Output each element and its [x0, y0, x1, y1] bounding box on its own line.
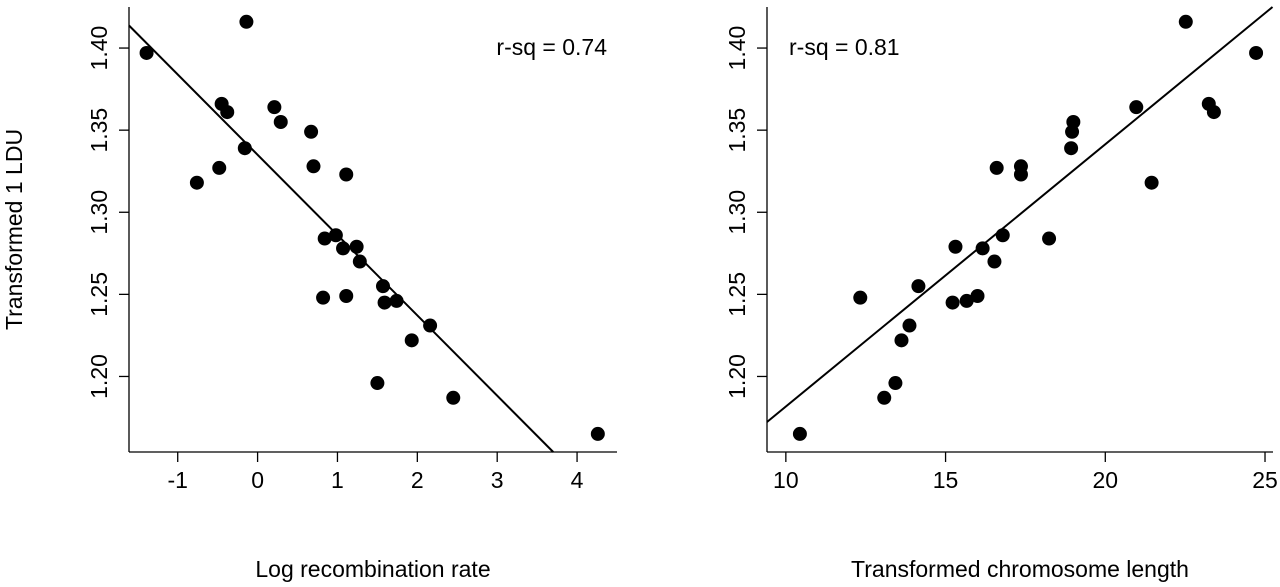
x-tick-label: 4	[571, 467, 584, 493]
point	[888, 376, 903, 391]
point	[239, 14, 254, 29]
y-tick-label: 1.40	[724, 26, 750, 71]
point	[1013, 167, 1028, 182]
point	[377, 295, 392, 310]
point	[1042, 231, 1057, 246]
point	[423, 318, 438, 333]
y-tick-label: 1.35	[86, 108, 112, 153]
point	[189, 175, 204, 190]
point	[339, 289, 354, 304]
point	[1129, 100, 1144, 115]
point	[1178, 14, 1193, 29]
point	[853, 290, 868, 305]
y-tick-label: 1.40	[86, 26, 112, 71]
y-tick-label: 1.25	[724, 272, 750, 317]
point	[267, 100, 282, 115]
point	[987, 254, 1002, 269]
y-tick-label: 1.30	[724, 190, 750, 235]
point	[894, 333, 909, 348]
point	[316, 290, 331, 305]
point	[139, 45, 154, 60]
point	[989, 160, 1004, 175]
point	[220, 105, 235, 120]
point	[446, 390, 461, 405]
y-tick-label: 1.35	[724, 108, 750, 153]
y-tick-label: 1.30	[86, 190, 112, 235]
point	[317, 231, 332, 246]
point	[1206, 105, 1221, 120]
point	[404, 333, 419, 348]
x-tick-label: 1	[331, 467, 344, 493]
point	[273, 114, 288, 129]
x-tick-label: 2	[411, 467, 424, 493]
y-tick-label: 1.25	[86, 272, 112, 317]
point	[1144, 175, 1159, 190]
point	[911, 279, 926, 294]
point	[590, 426, 605, 441]
point	[1064, 141, 1079, 156]
point	[945, 295, 960, 310]
point	[902, 318, 917, 333]
x-tick-label: 15	[933, 467, 959, 493]
point	[389, 293, 404, 308]
x-tick-label: 10	[773, 467, 799, 493]
point	[370, 376, 385, 391]
y-tick-label: 1.20	[86, 354, 112, 399]
point	[1065, 124, 1080, 139]
point	[336, 241, 351, 256]
y-tick-label: 1.20	[724, 354, 750, 399]
point	[959, 293, 974, 308]
point	[877, 390, 892, 405]
point	[970, 289, 985, 304]
point	[792, 426, 807, 441]
x-tick-label: 3	[491, 467, 504, 493]
point	[995, 228, 1010, 243]
point	[237, 141, 252, 156]
x-tick-label: -1	[167, 467, 187, 493]
point	[948, 239, 963, 254]
x-tick-label: 20	[1092, 467, 1118, 493]
point	[339, 167, 354, 182]
point	[352, 254, 367, 269]
annotation: r-sq = 0.81	[789, 34, 900, 60]
point	[975, 241, 990, 256]
point	[349, 239, 364, 254]
point	[375, 279, 390, 294]
annotation: r-sq = 0.74	[496, 34, 607, 60]
point	[328, 228, 343, 243]
x-axis-label: Log recombination rate	[255, 556, 490, 582]
y-axis-label: Transformed 1 LDU	[1, 129, 27, 330]
x-axis-label: Transformed chromosome length	[851, 556, 1189, 582]
x-tick-label: 25	[1252, 467, 1278, 493]
point	[1249, 45, 1264, 60]
x-tick-label: 0	[251, 467, 264, 493]
point	[306, 159, 321, 174]
point	[212, 160, 227, 175]
fit-line	[766, 6, 1274, 423]
point	[304, 124, 319, 139]
